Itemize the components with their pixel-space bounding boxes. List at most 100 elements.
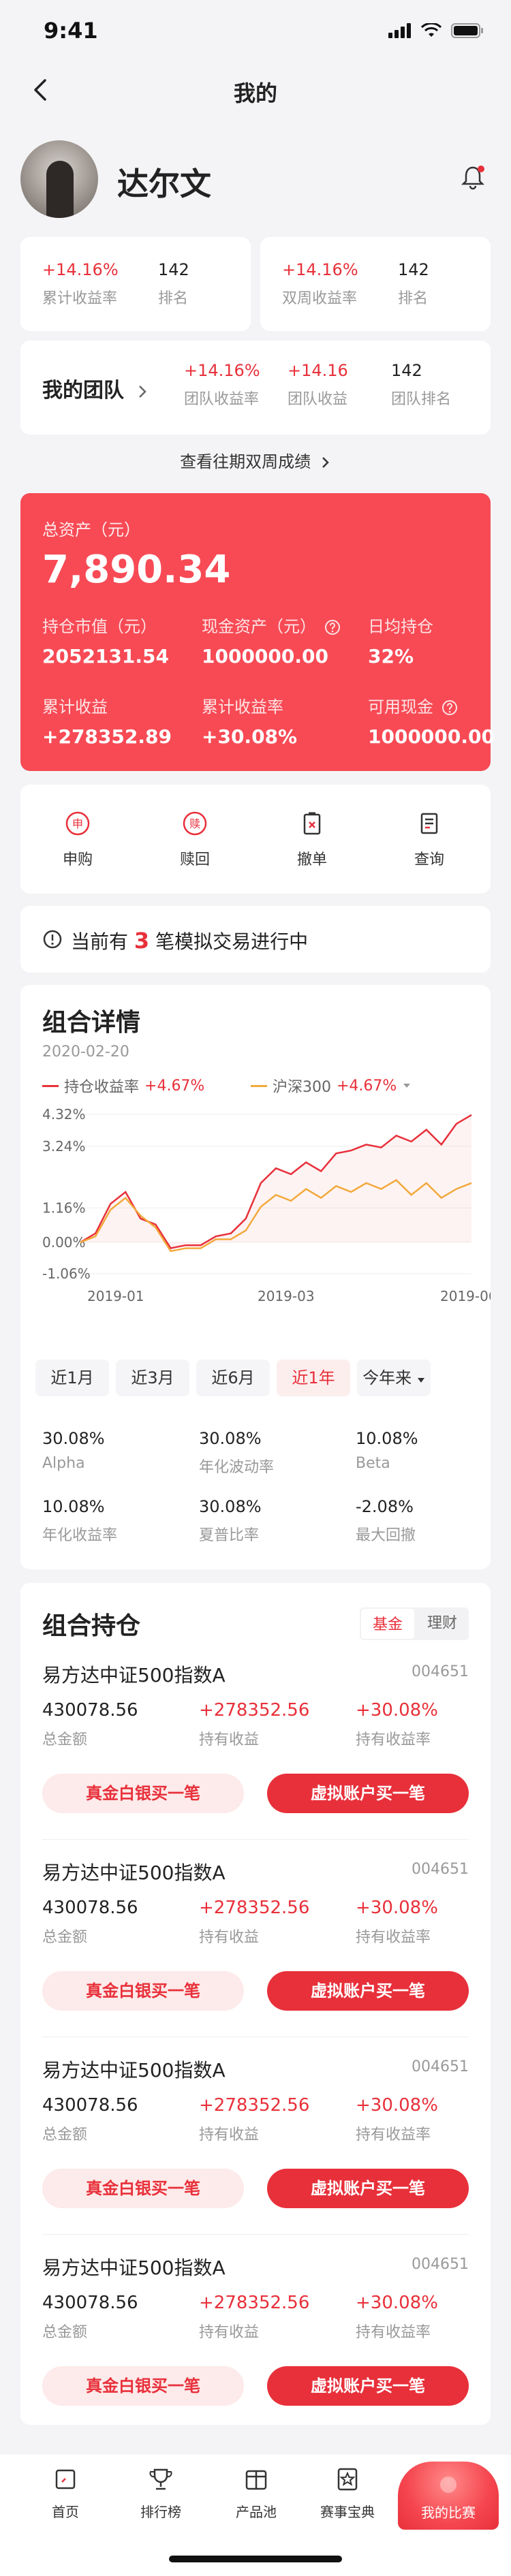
team-return: +14.16 xyxy=(288,361,348,380)
return-line-chart: 4.32% 3.24% 1.16% 0.00% -1.06% 2019-01 2019-03… xyxy=(42,1106,491,1304)
svg-text:申: 申 xyxy=(72,817,83,830)
period-1y[interactable]: 近1年 xyxy=(277,1360,350,1396)
chevron-right-icon xyxy=(322,457,329,468)
cumulative-rate-value: +30.08% xyxy=(202,725,298,748)
avatar[interactable] xyxy=(20,140,98,218)
page-title: 我的 xyxy=(233,80,277,106)
tab-wealth[interactable]: 理财 xyxy=(427,1615,457,1632)
holdings-type-toggle: 基金 理财 xyxy=(360,1607,469,1640)
query-button[interactable]: 查询 xyxy=(388,811,470,869)
holdings-title: 组合持仓 xyxy=(42,1612,141,1640)
detail-title: 组合详情 xyxy=(42,1009,141,1037)
period-3m[interactable]: 近3月 xyxy=(116,1360,189,1396)
fund-code: 004651 xyxy=(412,1861,469,1878)
buy-virtual-button[interactable]: 虚拟账户买一笔 xyxy=(267,2366,469,2406)
redeem-icon: 赎 xyxy=(183,811,207,836)
cancel-order-icon xyxy=(303,812,321,835)
period-1m[interactable]: 近1月 xyxy=(35,1360,109,1396)
stat-card-cumulative[interactable]: +14.16% 累计收益率 142 排名 xyxy=(20,237,251,331)
status-time: 9:41 xyxy=(44,18,98,44)
tab-my-match[interactable]: 我的比赛 xyxy=(398,2462,499,2530)
svg-text:赎: 赎 xyxy=(189,817,200,830)
y-tick-label: -1.06% xyxy=(42,1266,91,1282)
trade-count: 3 xyxy=(134,928,150,954)
buy-virtual-button[interactable]: 虚拟账户买一笔 xyxy=(267,1774,469,1813)
legend-portfolio: 持仓收益率 +4.67% xyxy=(42,1075,204,1097)
benchmark-series-line xyxy=(80,1179,472,1253)
tab-guide[interactable]: 赛事宝典 xyxy=(307,2466,388,2521)
trophy-icon xyxy=(149,2468,172,2490)
my-team-card[interactable]: 我的团队 +14.16% 团队收益率 +14.16 团队收益 142 团队排名 xyxy=(20,341,491,435)
metric-beta: 10.08% xyxy=(356,1429,418,1448)
profile-header: 达尔文 xyxy=(20,140,491,222)
subscribe-button[interactable]: 申 申购 xyxy=(37,811,119,869)
fund-item[interactable]: 易方达中证500指数A 004651 430078.56 总金额 +278352.… xyxy=(20,1661,491,1858)
team-return-rate: +14.16% xyxy=(184,361,260,380)
period-selector: 近1月 近3月 近6月 近1年 今年来 xyxy=(35,1360,431,1396)
buy-real-button[interactable]: 真金白银买一笔 xyxy=(42,1774,244,1813)
info-icon xyxy=(43,930,62,949)
daily-position-value: 32% xyxy=(368,645,414,667)
position-value: 2052131.54 xyxy=(42,645,169,667)
biweekly-return: +14.16% xyxy=(282,260,358,279)
fund-item[interactable]: 易方达中证500指数A 004651 430078.56 总金额 +278352.… xyxy=(20,2253,491,2451)
buy-real-button[interactable]: 真金白银买一笔 xyxy=(42,1971,244,2011)
trade-notice[interactable]: 当前有 3 笔模拟交易进行中 xyxy=(20,906,491,973)
holdings-card: 组合持仓 基金 理财 易方达中证500指数A 004651 430078.56 总… xyxy=(20,1583,491,2425)
fund-code: 004651 xyxy=(412,2256,469,2273)
help-icon[interactable] xyxy=(442,700,458,716)
cumulative-profit-value: +278352.89 xyxy=(42,725,172,748)
buy-real-button[interactable]: 真金白银买一笔 xyxy=(42,2169,244,2208)
help-icon[interactable] xyxy=(324,619,341,635)
team-rank: 142 xyxy=(391,361,422,380)
metric-max-drawdown: -2.08% xyxy=(356,1497,414,1516)
history-link[interactable]: 查看往期双周成绩 xyxy=(0,448,511,472)
portfolio-area xyxy=(80,1114,471,1248)
redeem-button[interactable]: 赎 赎回 xyxy=(154,811,236,869)
cumulative-return: +14.16% xyxy=(42,260,119,279)
metric-sharpe: 30.08% xyxy=(199,1497,262,1516)
stat-card-biweekly[interactable]: +14.16% 双周收益率 142 排名 xyxy=(260,237,491,331)
caret-down-icon xyxy=(403,1084,411,1088)
cancel-order-button[interactable]: 撤单 xyxy=(271,811,353,869)
bell-icon[interactable] xyxy=(459,163,486,191)
fund-name: 易方达中证500指数A xyxy=(42,1664,226,1686)
x-tick-label: 2019-01 xyxy=(87,1288,144,1304)
home-indicator xyxy=(169,2556,342,2562)
home-icon xyxy=(55,2469,76,2489)
signal-icon xyxy=(388,23,411,38)
buy-virtual-button[interactable]: 虚拟账户买一笔 xyxy=(267,1971,469,2011)
chevron-right-icon xyxy=(139,385,147,398)
y-tick-label: 1.16% xyxy=(42,1199,86,1216)
period-6m[interactable]: 近6月 xyxy=(196,1360,270,1396)
status-bar: 9:41 xyxy=(0,0,511,61)
portfolio-detail-card: 组合详情 2020-02-20 持仓收益率 +4.67% 沪深300 +4.67… xyxy=(20,985,491,1569)
fund-name: 易方达中证500指数A xyxy=(42,2257,226,2279)
y-tick-label: 0.00% xyxy=(42,1234,86,1251)
cash-assets-value: 1000000.00 xyxy=(202,645,328,667)
tab-home[interactable]: 首页 xyxy=(25,2466,106,2521)
available-cash-value: 1000000.00 xyxy=(368,725,495,748)
action-bar: 申 申购 赎 赎回 撤单 查询 xyxy=(20,785,491,894)
detail-date: 2020-02-20 xyxy=(42,1043,129,1061)
fund-code: 004651 xyxy=(412,1663,469,1680)
total-assets-value: 7,890.34 xyxy=(42,548,231,592)
assets-card: 总资产（元） 7,890.34 持仓市值（元） 2052131.54 现金资产（元… xyxy=(20,493,495,771)
back-icon[interactable] xyxy=(27,76,55,104)
metric-alpha: 30.08% xyxy=(42,1429,105,1448)
tab-fund[interactable]: 基金 xyxy=(360,1607,416,1640)
fund-name: 易方达中证500指数A xyxy=(42,2059,226,2082)
period-ytd[interactable]: 今年来 xyxy=(357,1360,431,1396)
wifi-icon xyxy=(421,23,442,37)
fund-item[interactable]: 易方达中证500指数A 004651 430078.56 总金额 +278352.… xyxy=(20,1858,491,2056)
tab-products[interactable]: 产品池 xyxy=(215,2466,297,2521)
buy-real-button[interactable]: 真金白银买一笔 xyxy=(42,2366,244,2406)
battery-icon xyxy=(451,23,483,38)
legend-benchmark[interactable]: 沪深300 +4.67% xyxy=(251,1075,412,1097)
fund-item[interactable]: 易方达中证500指数A 004651 430078.56 总金额 +278352.… xyxy=(20,2056,491,2253)
user-name: 达尔文 xyxy=(117,166,211,202)
y-tick-label: 3.24% xyxy=(42,1138,86,1155)
buy-virtual-button[interactable]: 虚拟账户买一笔 xyxy=(267,2169,469,2208)
subscribe-icon: 申 xyxy=(65,811,90,836)
tab-ranking[interactable]: 排行榜 xyxy=(120,2466,202,2521)
